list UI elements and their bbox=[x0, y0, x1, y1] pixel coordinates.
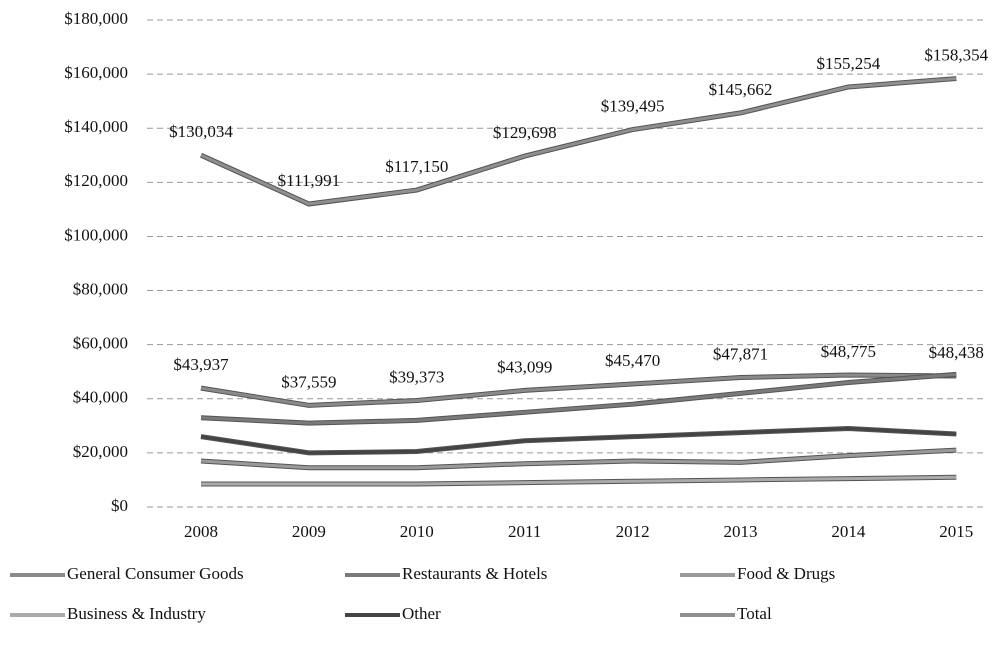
data-label: $47,871 bbox=[713, 344, 768, 363]
legend-label: General Consumer Goods bbox=[67, 564, 244, 583]
y-tick-label: $100,000 bbox=[64, 225, 128, 244]
x-tick-label: 2014 bbox=[831, 522, 866, 541]
y-tick-label: $160,000 bbox=[64, 63, 128, 82]
series-line bbox=[200, 448, 957, 470]
x-tick-label: 2011 bbox=[508, 522, 541, 541]
x-tick-label: 2010 bbox=[400, 522, 434, 541]
x-tick-label: 2012 bbox=[616, 522, 650, 541]
data-label: $48,438 bbox=[929, 343, 984, 362]
data-label: $145,662 bbox=[709, 80, 773, 99]
x-tick-label: 2008 bbox=[184, 522, 218, 541]
data-label: $158,354 bbox=[924, 45, 988, 64]
y-tick-label: $80,000 bbox=[73, 279, 128, 298]
data-label: $130,034 bbox=[169, 122, 233, 141]
y-tick-label: $120,000 bbox=[64, 171, 128, 190]
y-tick-label: $140,000 bbox=[64, 117, 128, 136]
data-label: $39,373 bbox=[389, 367, 444, 386]
data-label: $139,495 bbox=[601, 96, 665, 115]
y-tick-label: $40,000 bbox=[73, 388, 128, 407]
y-tick-label: $60,000 bbox=[73, 334, 128, 353]
series-line bbox=[200, 373, 957, 407]
series-line bbox=[200, 77, 957, 206]
data-label: $117,150 bbox=[385, 157, 448, 176]
y-tick-label: $0 bbox=[111, 496, 128, 515]
series-line bbox=[200, 427, 957, 455]
series-line bbox=[200, 372, 957, 425]
legend-label: Food & Drugs bbox=[737, 564, 835, 583]
series-line-outline bbox=[200, 426, 957, 456]
x-tick-label: 2013 bbox=[724, 522, 758, 541]
data-label: $48,775 bbox=[821, 342, 876, 361]
data-label: $43,099 bbox=[497, 357, 552, 376]
data-label: $129,698 bbox=[493, 123, 557, 142]
series-line bbox=[201, 475, 957, 486]
y-tick-label: $20,000 bbox=[73, 442, 128, 461]
data-label: $111,991 bbox=[278, 171, 341, 190]
legend-label: Total bbox=[737, 604, 772, 623]
data-label: $43,937 bbox=[173, 355, 229, 374]
y-tick-label: $180,000 bbox=[64, 9, 128, 28]
x-tick-label: 2009 bbox=[292, 522, 326, 541]
legend-label: Business & Industry bbox=[67, 604, 206, 623]
data-label: $37,559 bbox=[281, 372, 336, 391]
x-tick-label: 2015 bbox=[939, 522, 973, 541]
legend-label: Other bbox=[402, 604, 441, 623]
data-label: $45,470 bbox=[605, 351, 660, 370]
data-label: $155,254 bbox=[817, 54, 881, 73]
legend-label: Restaurants & Hotels bbox=[402, 564, 547, 583]
